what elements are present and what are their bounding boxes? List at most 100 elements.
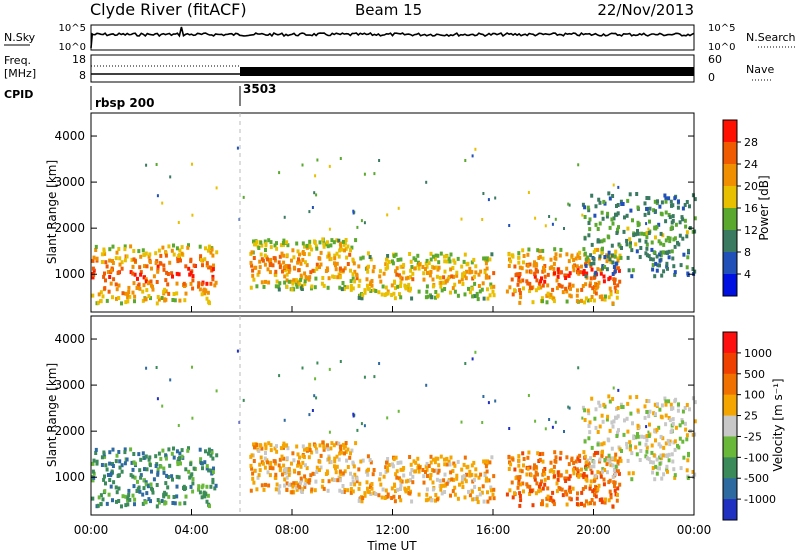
- data-cell: [465, 269, 468, 274]
- data-cell: [159, 253, 163, 258]
- data-cell: [587, 221, 591, 225]
- data-cell: [126, 299, 130, 304]
- data-cell: [431, 284, 435, 289]
- data-cell: [333, 456, 337, 461]
- data-cell: [269, 460, 273, 465]
- data-cell: [259, 240, 263, 245]
- data-cell: [654, 261, 658, 266]
- data-cell: [583, 439, 587, 444]
- data-cell: [198, 447, 202, 452]
- data-cell: [618, 482, 622, 487]
- data-cell: [176, 256, 180, 261]
- data-cell: [619, 255, 623, 260]
- data-cell: [613, 472, 617, 477]
- data-cell: [176, 462, 180, 467]
- data-cell: [521, 481, 525, 486]
- data-cell: [367, 467, 370, 472]
- data-cell: [275, 246, 279, 251]
- data-cell: [149, 279, 153, 284]
- data-cell: [509, 462, 513, 467]
- range-tick-label: 1000: [54, 267, 85, 281]
- data-cell: [399, 275, 403, 280]
- data-cell: [617, 428, 620, 433]
- data-cell: [630, 477, 634, 482]
- data-cell: [594, 425, 598, 430]
- data-cell: [589, 456, 593, 461]
- data-cell: [684, 427, 688, 432]
- data-cell: [368, 458, 372, 462]
- data-cell: [636, 231, 640, 236]
- data-cell: [679, 263, 683, 268]
- data-cell: [656, 402, 659, 407]
- data-cell: [370, 283, 374, 288]
- data-cell: [102, 477, 106, 482]
- data-cell: [580, 264, 583, 269]
- data-cell: [655, 224, 659, 229]
- data-cell: [353, 472, 357, 477]
- data-cell: [117, 247, 121, 251]
- data-cell: [135, 489, 139, 493]
- data-cell: [575, 293, 579, 298]
- data-cell: [508, 285, 512, 290]
- data-cell: [491, 289, 495, 294]
- data-cell: [335, 251, 339, 256]
- data-cell: [556, 267, 560, 272]
- data-cell: [378, 477, 382, 482]
- data-cell: [565, 252, 569, 257]
- data-cell: [310, 247, 314, 252]
- data-cell: [537, 286, 541, 291]
- data-cell: [328, 430, 331, 434]
- data-cell: [313, 191, 316, 195]
- data-cell: [318, 240, 322, 245]
- data-cell: [684, 224, 688, 229]
- data-cell: [191, 365, 193, 369]
- data-cell: [352, 261, 356, 266]
- data-cell: [581, 284, 585, 288]
- data-cell: [548, 469, 552, 474]
- data-cell: [611, 301, 615, 306]
- data-cell: [308, 239, 312, 244]
- data-cell: [319, 465, 323, 470]
- data-cell: [109, 484, 113, 489]
- data-cell: [278, 281, 282, 286]
- data-cell: [303, 474, 307, 479]
- data-cell: [372, 491, 376, 496]
- data-cell: [607, 250, 611, 255]
- data-cell: [294, 278, 298, 283]
- data-cell: [266, 460, 269, 465]
- data-cell: [619, 199, 623, 204]
- data-cell: [177, 475, 181, 480]
- data-cell: [594, 494, 598, 499]
- data-cell: [612, 468, 616, 472]
- data-cell: [132, 484, 136, 489]
- data-cell: [443, 457, 446, 462]
- data-cell: [320, 484, 324, 489]
- data-cell: [670, 225, 674, 230]
- data-cell: [191, 481, 195, 486]
- data-cell: [622, 229, 626, 234]
- data-cell: [260, 483, 264, 488]
- range-tick-label: 1000: [54, 470, 85, 484]
- data-cell: [451, 266, 455, 270]
- data-cell: [592, 257, 596, 262]
- data-cell: [492, 293, 496, 298]
- data-cell: [489, 282, 493, 287]
- data-cell: [650, 443, 654, 448]
- data-cell: [676, 443, 679, 448]
- data-cell: [431, 487, 435, 492]
- data-cell: [438, 275, 442, 280]
- data-cell: [680, 418, 684, 423]
- data-cell: [166, 485, 170, 490]
- data-cell: [626, 226, 630, 231]
- data-cell: [664, 196, 668, 201]
- data-cell: [164, 278, 168, 283]
- data-cell: [273, 459, 277, 464]
- data-cell: [645, 196, 649, 200]
- data-cell: [681, 439, 685, 444]
- data-cell: [582, 247, 586, 252]
- data-cell: [462, 462, 466, 467]
- data-cell: [197, 284, 200, 289]
- data-cell: [645, 207, 649, 211]
- data-cell: [391, 464, 395, 469]
- data-cell: [201, 263, 204, 268]
